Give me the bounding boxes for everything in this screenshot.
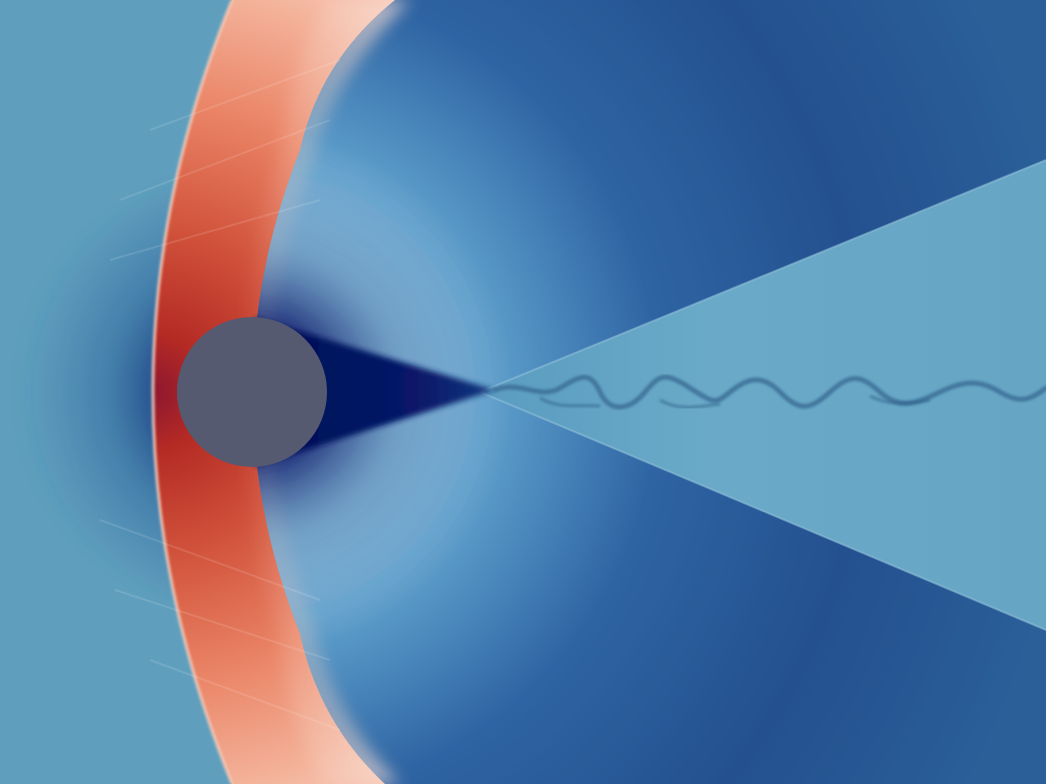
vortex-street-secondary [539, 394, 931, 409]
wake-shock-lower [479, 391, 1046, 631]
wake-region [480, 160, 1046, 630]
vortex-street [492, 374, 1046, 410]
bow-shock-front [151, 0, 234, 784]
wake-shock-upper [479, 159, 1046, 393]
shock-layer-streaks [99, 59, 341, 731]
bow-shock-layer [153, 0, 395, 784]
circular-body [177, 317, 327, 467]
shock-inner-rim [240, 0, 410, 784]
